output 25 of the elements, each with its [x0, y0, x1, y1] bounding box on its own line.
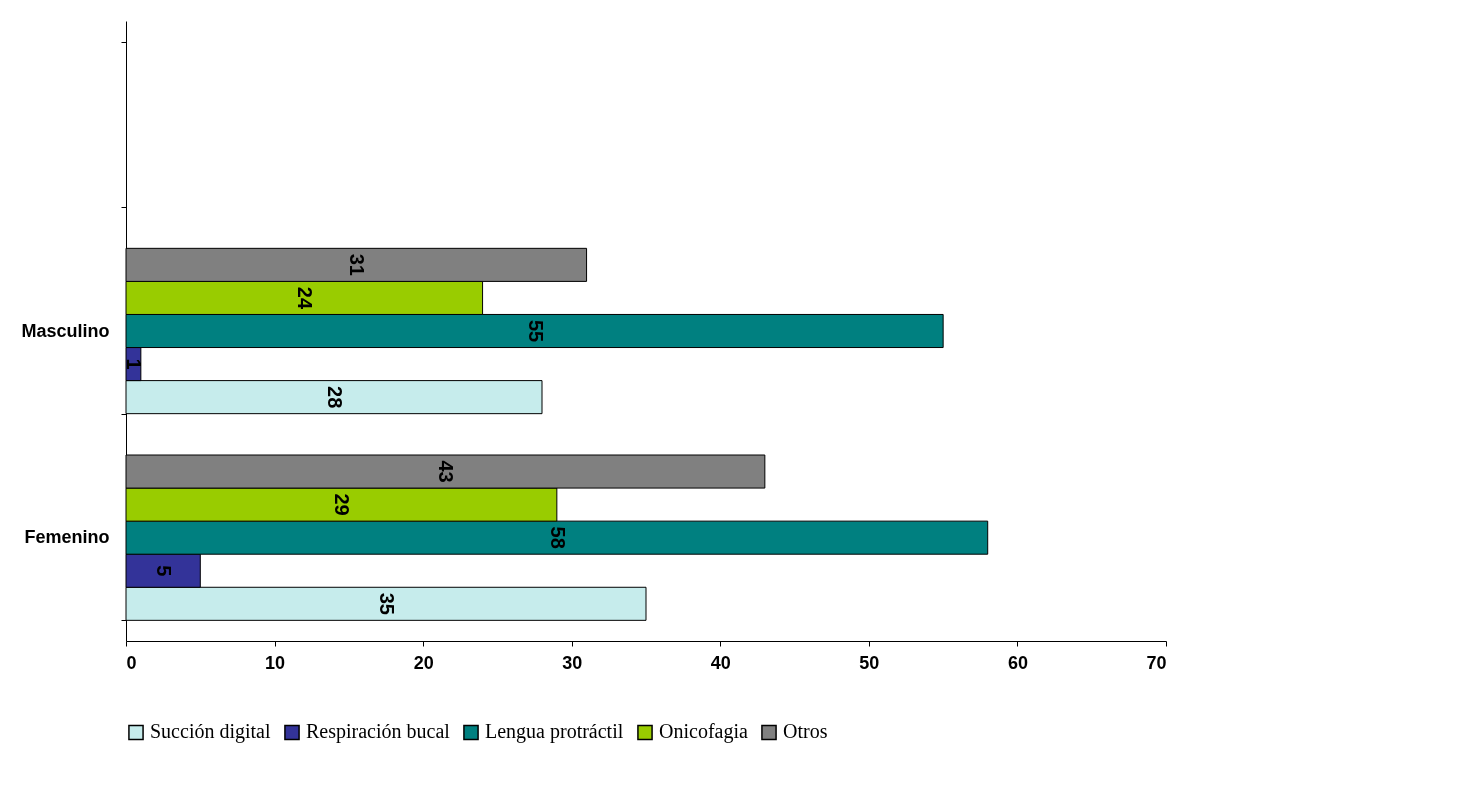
data-label: 43 — [435, 460, 458, 483]
legend-label: Otros — [783, 720, 828, 743]
legend-label: Respiración bucal — [306, 720, 451, 744]
data-label: 5 — [153, 565, 176, 577]
data-label: 58 — [546, 526, 569, 549]
x-tick-label: 10 — [265, 652, 286, 673]
legend-label: Lengua protráctil — [485, 720, 624, 744]
x-tick-label: 60 — [1007, 652, 1028, 673]
x-tick-label: 0 — [126, 652, 137, 673]
y-tick-label: Masculino — [21, 320, 110, 341]
legend-label: Onicofagia — [659, 720, 748, 744]
x-tick-label: 30 — [562, 652, 583, 673]
x-tick-label: 20 — [413, 652, 434, 673]
data-label: 55 — [524, 319, 547, 343]
y-tick-label: Femenino — [24, 527, 110, 548]
data-label: 28 — [324, 386, 346, 409]
x-tick-label: 50 — [859, 652, 880, 673]
x-tick-label: 70 — [1146, 652, 1167, 673]
data-label: 24 — [294, 286, 317, 310]
data-label: 29 — [331, 493, 354, 516]
data-label: 31 — [346, 253, 369, 276]
data-label: 1 — [123, 358, 146, 370]
data-label: 35 — [376, 592, 398, 615]
x-tick-label: 40 — [710, 652, 731, 673]
legend-label: Succión digital — [150, 720, 271, 744]
